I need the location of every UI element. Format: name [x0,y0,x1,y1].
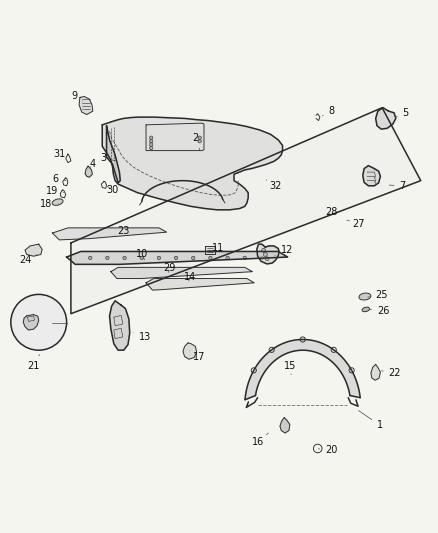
Circle shape [149,143,153,147]
Polygon shape [376,108,396,129]
Ellipse shape [52,199,63,205]
Text: 4: 4 [89,159,95,169]
Text: 31: 31 [53,149,71,160]
Text: 8: 8 [322,106,335,116]
Text: 15: 15 [284,361,296,375]
Circle shape [106,256,109,260]
Polygon shape [106,126,120,183]
Circle shape [226,256,230,260]
Text: 27: 27 [347,219,365,229]
Circle shape [149,136,153,140]
Text: 7: 7 [389,181,406,191]
Circle shape [149,147,153,150]
Text: 11: 11 [212,243,224,253]
Text: 22: 22 [381,368,401,378]
Circle shape [123,256,126,260]
Circle shape [265,257,269,261]
Circle shape [208,256,212,260]
Circle shape [174,256,178,260]
Text: 20: 20 [318,445,338,455]
Circle shape [149,140,153,143]
Circle shape [198,136,201,140]
Text: 12: 12 [275,245,293,255]
Text: 28: 28 [325,207,338,216]
Circle shape [11,294,67,350]
Text: 25: 25 [367,290,388,300]
Polygon shape [371,365,380,380]
Ellipse shape [362,307,370,312]
Polygon shape [23,314,39,330]
Text: 17: 17 [190,350,205,362]
Polygon shape [245,340,360,400]
Text: 13: 13 [134,332,151,342]
Circle shape [262,248,265,252]
Text: 6: 6 [52,174,66,184]
Circle shape [243,256,247,260]
Polygon shape [110,301,130,350]
Circle shape [140,256,144,260]
Text: 29: 29 [163,263,176,273]
Polygon shape [67,252,288,264]
Polygon shape [25,244,42,256]
Circle shape [88,256,92,260]
Text: 1: 1 [359,410,383,430]
Polygon shape [280,417,290,433]
Polygon shape [79,96,93,115]
Polygon shape [102,117,283,210]
Polygon shape [85,166,92,177]
Polygon shape [111,268,252,279]
Circle shape [191,256,195,260]
Polygon shape [146,279,254,290]
Polygon shape [53,228,166,240]
Polygon shape [183,343,197,359]
Text: 26: 26 [370,306,389,316]
Ellipse shape [359,293,371,300]
Text: 9: 9 [71,91,83,101]
Text: 30: 30 [106,185,119,195]
Polygon shape [257,244,279,264]
Text: 18: 18 [40,199,58,209]
Text: 14: 14 [184,272,196,282]
Text: 21: 21 [28,354,40,371]
Polygon shape [205,246,215,254]
Text: 5: 5 [396,108,409,118]
Circle shape [263,253,267,256]
Text: 24: 24 [19,255,37,265]
Polygon shape [363,166,380,186]
Text: 16: 16 [251,433,268,448]
Circle shape [198,140,201,143]
Text: 3: 3 [100,154,117,163]
Polygon shape [71,108,421,314]
Text: 10: 10 [136,249,148,260]
Circle shape [260,256,264,260]
Circle shape [157,256,161,260]
Text: 32: 32 [266,180,282,191]
Text: 2: 2 [192,133,200,150]
Text: 23: 23 [114,227,130,237]
Text: 19: 19 [46,187,64,196]
